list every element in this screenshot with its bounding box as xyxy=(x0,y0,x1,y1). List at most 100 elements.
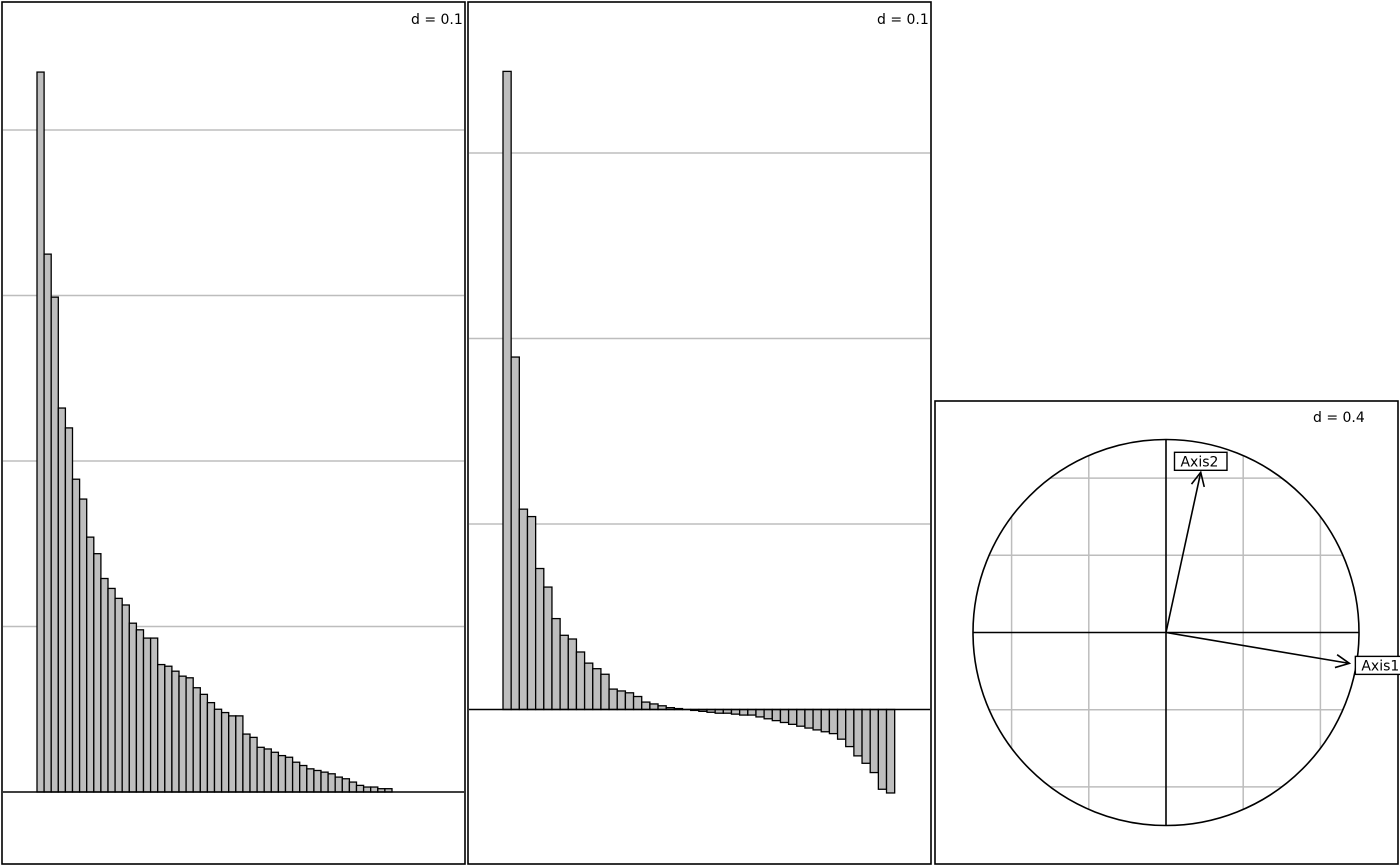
bar-13 xyxy=(600,673,610,711)
panel-2-d-label: d = 0.1 xyxy=(877,12,929,28)
bar-4 xyxy=(57,407,67,793)
bar-10 xyxy=(575,651,586,711)
correlation-circle-panel: Axis1 Axis2 d = 0.4 xyxy=(934,400,1400,865)
bar-2 xyxy=(43,253,52,793)
arrowhead xyxy=(1334,654,1352,669)
bar-5 xyxy=(534,567,545,711)
bar-2 xyxy=(510,356,520,711)
vector-label: Axis2 xyxy=(1180,454,1218,470)
bar-1 xyxy=(36,71,45,793)
bar-20 xyxy=(171,670,180,793)
bar-36 xyxy=(787,708,798,725)
bar-7 xyxy=(78,498,88,793)
bar-32 xyxy=(755,708,765,718)
panel-1-d-label: d = 0.1 xyxy=(411,12,463,28)
bar-37 xyxy=(796,708,806,727)
vector-label-box xyxy=(1173,451,1228,472)
bar-36 xyxy=(284,756,294,793)
bar-13 xyxy=(121,604,130,793)
eigenvalue-barplot-2: d = 0.1 xyxy=(467,1,932,865)
bar-22 xyxy=(185,677,194,793)
bar-14 xyxy=(608,688,618,711)
bar-39 xyxy=(812,708,822,731)
bar-7 xyxy=(551,617,561,711)
bar-10 xyxy=(100,577,109,793)
bar-26 xyxy=(213,708,223,793)
bar-47 xyxy=(877,708,888,790)
bar-44 xyxy=(853,708,863,757)
bar-12 xyxy=(114,597,123,793)
vector-label-box xyxy=(1354,655,1400,676)
bar-3 xyxy=(50,296,59,793)
panel-1-bars xyxy=(36,71,393,793)
bar-43 xyxy=(845,708,855,748)
bar-4 xyxy=(526,515,537,711)
bar-46 xyxy=(355,784,365,793)
bar-17 xyxy=(149,637,159,793)
bar-6 xyxy=(71,478,81,793)
bar-9 xyxy=(567,638,578,711)
bar-45 xyxy=(348,781,358,793)
bar-24 xyxy=(199,693,209,793)
eigenvalue-barplot-1: d = 0.1 xyxy=(1,1,466,865)
circle-vectors: Axis1 Axis2 xyxy=(1165,451,1400,676)
unit-circle xyxy=(972,438,1360,827)
bar-40 xyxy=(313,769,322,793)
bar-18 xyxy=(641,701,651,711)
bar-42 xyxy=(327,773,336,793)
bar-15 xyxy=(135,629,145,793)
bar-23 xyxy=(192,687,201,793)
vector-line xyxy=(1165,631,1350,665)
bar-44 xyxy=(341,778,351,793)
vector-label: Axis1 xyxy=(1361,658,1399,674)
bar-37 xyxy=(291,761,301,793)
bar-30 xyxy=(242,733,251,793)
bar-31 xyxy=(747,708,757,716)
bar-5 xyxy=(64,427,74,793)
bar-34 xyxy=(270,751,280,793)
bar-3 xyxy=(518,508,529,711)
bar-14 xyxy=(128,622,138,793)
bar-40 xyxy=(820,708,831,733)
bar-15 xyxy=(616,690,627,711)
panel-3-d-label: d = 0.4 xyxy=(1313,410,1365,426)
bar-6 xyxy=(543,586,553,711)
bar-35 xyxy=(779,708,790,724)
bar-31 xyxy=(249,736,258,793)
bar-8 xyxy=(86,536,95,793)
bar-17 xyxy=(632,695,643,711)
bar-38 xyxy=(299,764,308,793)
bar-45 xyxy=(861,708,871,764)
bar-33 xyxy=(263,748,272,793)
bar-38 xyxy=(804,708,814,729)
bar-28 xyxy=(228,715,237,793)
bar-27 xyxy=(220,711,230,793)
bar-33 xyxy=(763,708,773,720)
bar-48 xyxy=(885,708,896,794)
bar-39 xyxy=(306,768,315,793)
vector-axis2: Axis2 xyxy=(1165,451,1228,633)
arrowhead xyxy=(1190,470,1206,488)
bar-16 xyxy=(142,637,152,793)
vector-line xyxy=(1165,472,1202,633)
panel-2-grid xyxy=(469,152,930,525)
bar-34 xyxy=(771,708,782,722)
bar-21 xyxy=(178,675,187,793)
bar-19 xyxy=(164,665,173,793)
bar-11 xyxy=(107,587,116,793)
bar-19 xyxy=(649,703,659,711)
bar-11 xyxy=(583,662,594,711)
bar-30 xyxy=(738,708,749,716)
bar-42 xyxy=(836,708,847,740)
bar-43 xyxy=(334,776,343,793)
bar-29 xyxy=(235,715,244,793)
bar-9 xyxy=(93,553,102,793)
bar-16 xyxy=(624,692,635,711)
vector-axis1: Axis1 xyxy=(1165,631,1400,676)
bar-35 xyxy=(277,754,287,793)
bar-25 xyxy=(206,701,216,793)
bar-41 xyxy=(320,771,329,793)
bar-8 xyxy=(559,634,569,711)
bar-46 xyxy=(869,708,880,774)
